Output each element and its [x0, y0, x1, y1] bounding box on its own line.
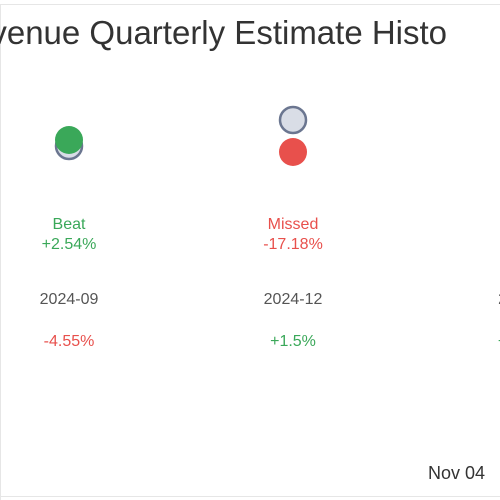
actual-point [55, 126, 83, 154]
estimate-point [278, 105, 308, 135]
left-border [0, 4, 1, 500]
chart-title: evenue Quarterly Estimate Histo [0, 14, 448, 51]
price-change-label: +1.5% [270, 333, 316, 350]
actual-point [279, 138, 307, 166]
price-change-label: -4.55% [43, 333, 95, 350]
quarter-label: 20 [427, 291, 500, 309]
surprise-label: +2.54% [41, 236, 97, 253]
surprise-label: -17.18% [263, 236, 323, 253]
quarter-label: 2024-12 [263, 291, 323, 308]
surprise-label: + [427, 236, 500, 254]
quarter-label: 2024-09 [39, 291, 99, 308]
top-border [0, 4, 500, 5]
footer-date: Nov 04 [428, 463, 486, 483]
result-label: Beat [52, 216, 86, 233]
result-label: Missed [267, 216, 319, 233]
price-change-label: +1 [427, 333, 500, 351]
bottom-border [0, 496, 500, 497]
